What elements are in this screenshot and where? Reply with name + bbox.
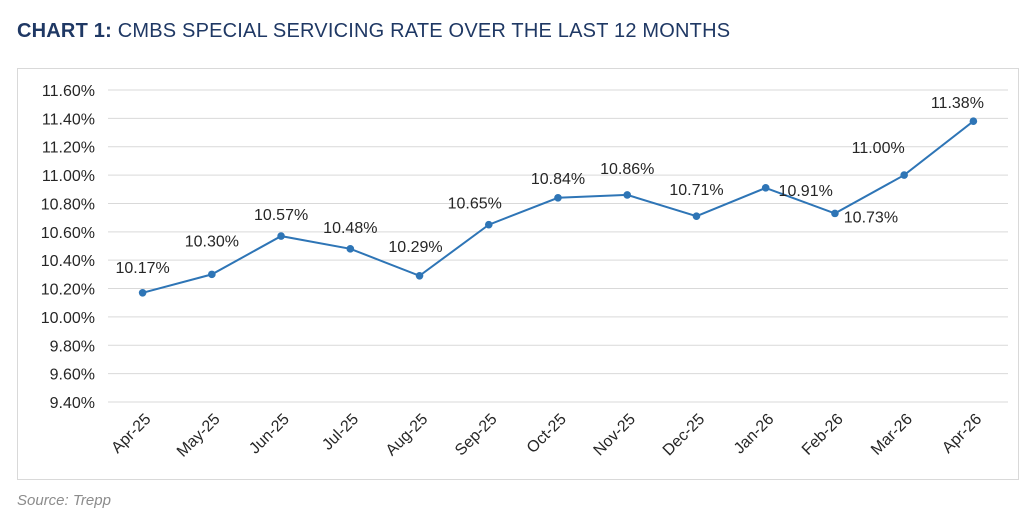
data-point <box>277 232 285 240</box>
x-tick-label: Oct-25 <box>524 411 570 457</box>
data-point <box>623 191 632 199</box>
data-label: 10.57% <box>254 207 308 224</box>
chart-title-prefix: CHART 1: <box>17 20 112 42</box>
data-label: 10.30% <box>185 233 239 250</box>
data-point <box>415 271 424 280</box>
y-tick-label: 9.60% <box>50 367 95 384</box>
data-label: 10.48% <box>323 220 377 237</box>
y-tick-label: 10.80% <box>41 196 95 213</box>
data-point <box>692 212 701 221</box>
data-label: 10.73% <box>844 209 898 226</box>
x-tick-label: Jul-25 <box>319 411 362 454</box>
x-tick-label: Apr-26 <box>939 411 985 457</box>
chart-title-text: CMBS SPECIAL SERVICING RATE OVER THE LAS… <box>111 20 731 42</box>
data-point <box>969 117 978 125</box>
x-tick-label: Nov-25 <box>591 411 640 460</box>
data-point <box>761 184 770 192</box>
y-tick-label: 10.00% <box>41 310 95 327</box>
data-label: 10.17% <box>115 260 169 277</box>
y-tick-label: 9.80% <box>50 338 95 355</box>
y-tick-label: 11.00% <box>42 168 95 185</box>
x-tick-label: May-25 <box>174 411 224 461</box>
data-label: 10.86% <box>600 161 654 178</box>
x-tick-label: Jun-25 <box>246 411 293 458</box>
data-label: 10.91% <box>779 183 833 200</box>
data-label: 10.84% <box>531 171 585 188</box>
x-tick-label: Jan-26 <box>731 411 778 458</box>
data-point <box>484 220 493 229</box>
data-point <box>554 193 562 202</box>
y-tick-label: 9.40% <box>50 395 95 412</box>
x-tick-label: Aug-25 <box>383 411 432 460</box>
y-tick-label: 10.20% <box>41 282 95 299</box>
y-tick-label: 11.60% <box>42 83 95 100</box>
x-tick-label: Feb-26 <box>799 411 847 459</box>
x-tick-label: Apr-25 <box>108 411 154 457</box>
data-label: 10.65% <box>448 196 502 213</box>
data-point <box>208 270 216 279</box>
y-tick-label: 11.20% <box>42 140 95 157</box>
data-label: 10.29% <box>388 239 442 256</box>
chart-title: CHART 1: CMBS SPECIAL SERVICING RATE OVE… <box>17 20 730 43</box>
x-tick-label: Dec-25 <box>660 411 709 460</box>
x-tick-label: Sep-25 <box>452 411 501 460</box>
data-point <box>138 289 147 297</box>
x-tick-label: Mar-26 <box>868 411 916 459</box>
data-point <box>346 245 355 253</box>
data-point <box>831 209 839 218</box>
y-tick-label: 10.40% <box>41 253 95 270</box>
data-label: 11.38% <box>931 95 984 112</box>
y-tick-label: 10.60% <box>41 225 95 242</box>
chart-frame <box>17 68 1019 480</box>
data-label: 10.71% <box>669 182 723 199</box>
data-label: 11.00% <box>852 140 905 157</box>
source-note: Source: Trepp <box>17 492 111 509</box>
data-point <box>900 171 908 179</box>
y-tick-label: 11.40% <box>42 111 95 128</box>
